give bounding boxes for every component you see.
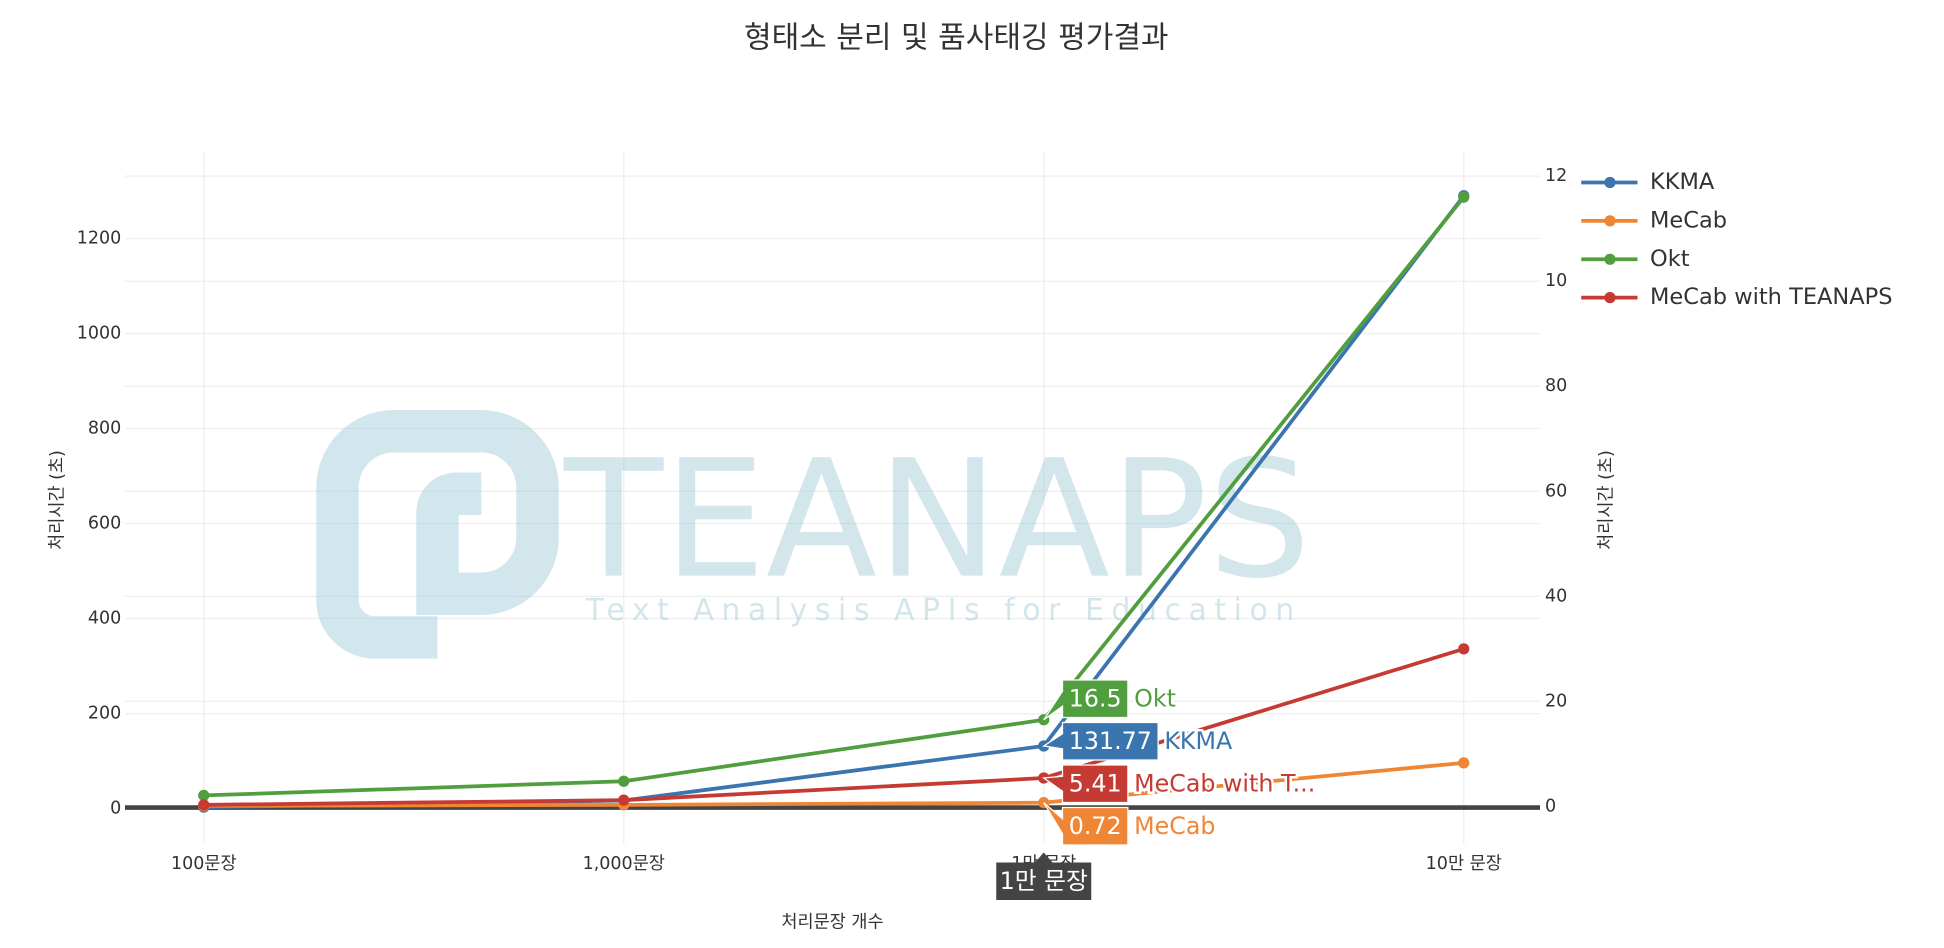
legend-label: Okt xyxy=(1650,246,1690,272)
hover-value: 131.77 xyxy=(1069,727,1152,755)
series-line xyxy=(203,195,1466,798)
watermark-name: TEANAPS xyxy=(563,426,1311,615)
watermark-tagline: Text Analysis APIs for Education xyxy=(585,593,1302,628)
hover-label: 0.72 MeCab xyxy=(1043,802,1218,846)
hover-label: 5.41 MeCab with T... xyxy=(1042,764,1318,804)
y-tick-label: 1200 xyxy=(77,228,122,248)
y-tick-label: 600 xyxy=(88,514,121,534)
point xyxy=(618,775,630,787)
point xyxy=(1458,191,1470,203)
hover-x-text: 1만 문장 xyxy=(1000,867,1088,895)
x-axis-label: 처리문장 개수 xyxy=(781,913,883,933)
y2-tick-label: 60 xyxy=(1545,481,1567,501)
y2-axis-label: 처리시간 (초) xyxy=(1596,450,1616,550)
hover-x-box xyxy=(996,852,1092,900)
x-tick-label: 100문장 xyxy=(171,854,237,874)
y2-tick-label: 80 xyxy=(1545,376,1567,396)
point xyxy=(1458,757,1470,769)
y-tick-label: 200 xyxy=(88,704,121,724)
hover-label: 131.77 KKMA xyxy=(1042,721,1235,761)
point xyxy=(618,794,630,806)
hover-x-label: 1만 문장 xyxy=(996,852,1092,900)
y-axis-label: 처리시간 (초) xyxy=(48,450,68,550)
legend-marker xyxy=(1604,292,1616,304)
hover-value: 16.5 xyxy=(1069,685,1122,713)
y-tick-label: 0 xyxy=(110,799,121,819)
series-line xyxy=(203,647,1465,807)
legend-marker xyxy=(1604,253,1616,265)
x-tick-label: 10만 문장 xyxy=(1426,854,1502,874)
legend-label: MeCab xyxy=(1650,207,1727,233)
hover-name: MeCab with T... xyxy=(1134,770,1315,798)
point xyxy=(198,789,210,802)
y-tick-label: 1000 xyxy=(77,324,122,344)
hover-box xyxy=(1043,679,1129,721)
legend-label: KKMA xyxy=(1650,169,1715,195)
hover-name: Okt xyxy=(1134,685,1176,713)
watermark-logo xyxy=(316,409,559,659)
hover-box xyxy=(1042,764,1129,804)
point xyxy=(198,799,210,811)
x-tick-label: 1,000문장 xyxy=(583,854,665,874)
point xyxy=(1458,643,1470,655)
legend-marker xyxy=(1604,176,1616,189)
hover-box xyxy=(1043,802,1129,846)
legend-marker xyxy=(1604,215,1616,227)
legend-label: MeCab with TEANAPS xyxy=(1650,284,1893,310)
chart-title: 형태소 분리 및 품사태깅 평가결과 xyxy=(744,20,1169,55)
hover-box xyxy=(1042,721,1159,761)
hover-label: 16.5 Okt xyxy=(1043,679,1178,721)
y-tick-label: 800 xyxy=(88,419,121,439)
hover-name: KKMA xyxy=(1164,727,1233,755)
y-tick-label: 400 xyxy=(88,609,121,629)
y2-tick-label: 12 xyxy=(1545,166,1567,186)
hover-value: 0.72 xyxy=(1069,812,1122,840)
series-line xyxy=(203,760,1464,808)
watermark: TEANAPS Text Analysis APIs for Education xyxy=(316,409,1311,659)
hover-value: 5.41 xyxy=(1069,770,1122,798)
hover-name: MeCab xyxy=(1134,812,1215,840)
y2-tick-label: 10 xyxy=(1545,271,1567,291)
y2-tick-label: 20 xyxy=(1545,691,1567,711)
y2-tick-label: 0 xyxy=(1545,796,1556,816)
y2-tick-label: 40 xyxy=(1545,586,1567,606)
